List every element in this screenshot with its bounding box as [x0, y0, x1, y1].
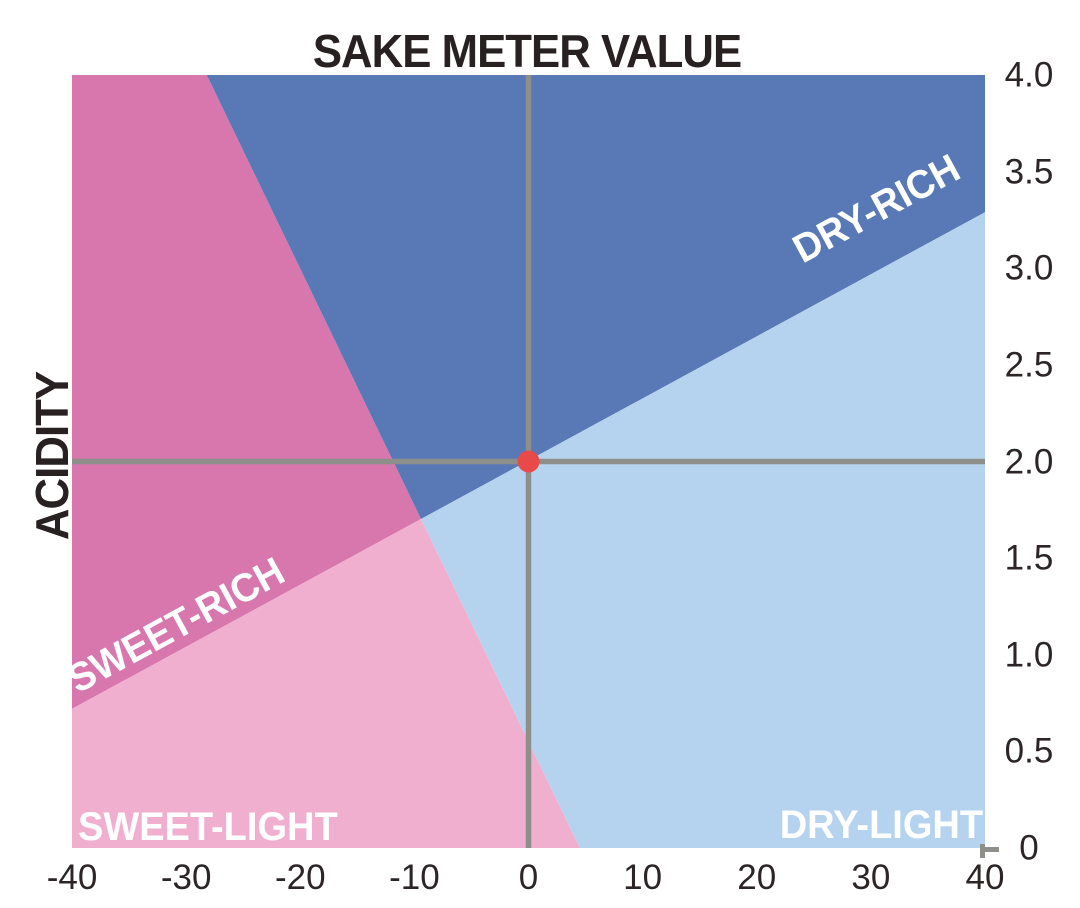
y-tick-label: 0.5	[1004, 731, 1054, 771]
x-tick-label: 0	[518, 858, 539, 897]
y-tick-label: 3.5	[1004, 152, 1054, 192]
x-tick-label: -30	[160, 858, 212, 897]
x-tick-label: 40	[965, 858, 1005, 897]
x-tick-label: 30	[851, 858, 891, 897]
x-tick-label: 20	[737, 858, 777, 897]
chart-title: SAKE METER VALUE	[312, 25, 742, 77]
region-dry-light	[421, 212, 985, 848]
y-tick-label: 2.5	[1004, 345, 1054, 385]
region-sweet-rich	[72, 75, 421, 709]
y-tick-label: 2.0	[1004, 442, 1054, 481]
y-tick-label: 1.5	[1004, 538, 1054, 578]
region-dry-rich	[206, 75, 985, 519]
y-tick-label: 1.0	[1004, 635, 1054, 675]
x-tick-label: -40	[46, 858, 98, 897]
region-label-dry-light: DRY-LIGHT	[779, 803, 983, 847]
y-tick-label: 3.0	[1004, 248, 1054, 288]
x-tick-label: 10	[623, 858, 663, 897]
x-tick-label: -10	[389, 858, 440, 897]
region-sweet-light	[72, 519, 580, 848]
region-label-sweet-light: SWEET-LIGHT	[78, 805, 338, 849]
x-tick-label: -20	[274, 858, 326, 897]
y-axis-title: ACIDITY	[26, 371, 78, 541]
y-tick-label: 0	[1019, 828, 1039, 868]
marker-dot	[517, 450, 540, 473]
y-tick-label: 4.0	[1004, 55, 1054, 95]
